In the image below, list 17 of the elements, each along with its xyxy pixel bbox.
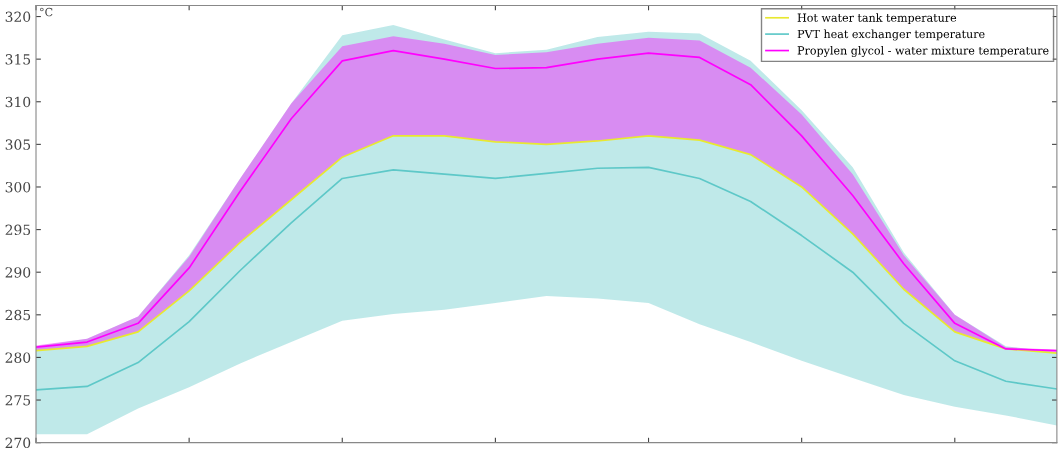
y-tick-label: 295 xyxy=(5,224,31,236)
line-series xyxy=(36,135,1057,354)
y-tick-label: 305 xyxy=(5,139,31,150)
y-tick-label: 315 xyxy=(5,54,31,65)
line-series xyxy=(36,166,1057,391)
y-tick-label: 270 xyxy=(5,437,31,449)
legend-label: Hot water tank temperature xyxy=(797,13,957,24)
y-tick-label: 300 xyxy=(5,181,31,193)
legend-label: Propylen glycol - water mixture temperature xyxy=(797,46,1049,57)
y-tick-label: 285 xyxy=(5,309,31,321)
y-tick-label: 310 xyxy=(5,96,31,108)
legend-label: PVT heat exchanger temperature xyxy=(797,29,985,41)
y-tick-label: 280 xyxy=(5,352,31,363)
y-tick-label: 290 xyxy=(5,267,31,278)
y-tick-label: 320 xyxy=(5,11,31,22)
y-tick-label: 275 xyxy=(5,395,31,406)
y-axis-title: °C xyxy=(40,7,53,17)
